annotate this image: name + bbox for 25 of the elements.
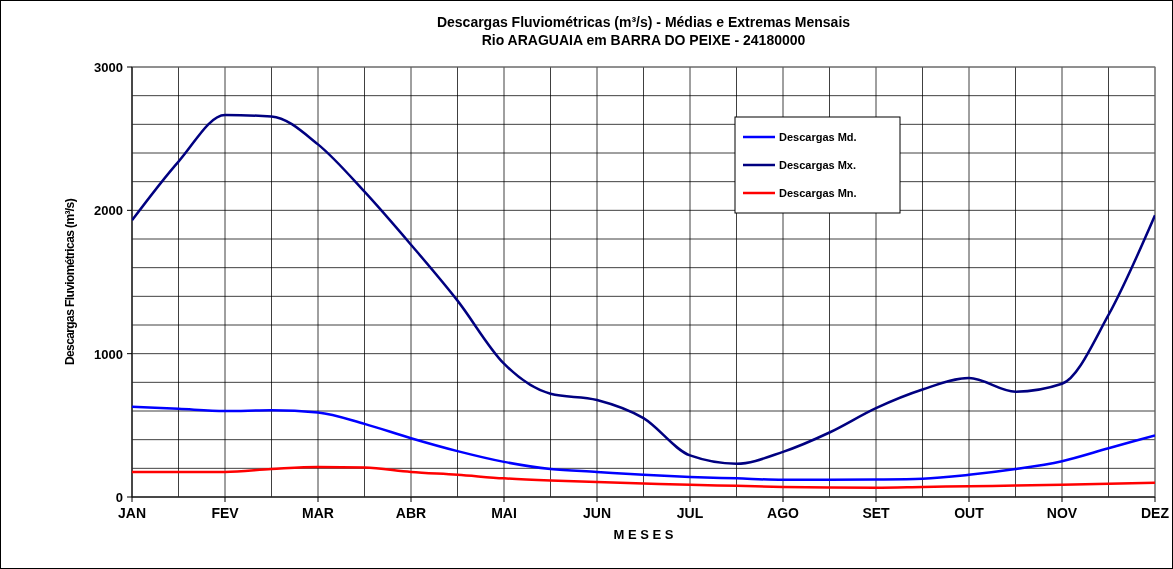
legend-label: Descargas Mn. bbox=[779, 187, 857, 199]
x-tick-label: JUN bbox=[582, 505, 612, 521]
x-tick-label: NOV bbox=[1046, 505, 1078, 521]
chart-title: Descargas Fluviométricas (m³/s) - Médias e Extremas Mensais bbox=[436, 14, 851, 30]
x-axis-title: M E S E S bbox=[613, 527, 674, 542]
x-tick-label: JAN bbox=[117, 505, 147, 521]
x-tick-label: MAI bbox=[491, 505, 517, 521]
x-tick-label: ABR bbox=[395, 505, 427, 521]
chart-subtitle: Rio ARAGUAIA em BARRA DO PEIXE - 24180000 bbox=[481, 32, 806, 48]
x-tick-label: OUT bbox=[954, 505, 985, 521]
x-tick-label: FEV bbox=[211, 505, 240, 521]
line-series bbox=[132, 465, 1155, 489]
y-tick-label: 0 bbox=[115, 490, 123, 505]
line-series bbox=[132, 405, 1155, 482]
x-tick-label: AGO bbox=[767, 505, 800, 521]
y-tick-label: 2000 bbox=[94, 203, 123, 219]
y-tick-label: 3000 bbox=[94, 60, 123, 75]
x-tick-label: MAR bbox=[302, 505, 334, 521]
x-tick-label: DEZ bbox=[1141, 505, 1170, 521]
x-tick-label: JUL bbox=[676, 505, 704, 521]
legend-label: Descargas Mx. bbox=[779, 159, 857, 171]
legend-label: Descargas Md. bbox=[779, 131, 857, 143]
y-axis-title: Descargas Fluviométricas (m³/s) bbox=[63, 198, 77, 366]
x-tick-label: SET bbox=[862, 505, 891, 521]
y-tick-label: 1000 bbox=[94, 346, 123, 362]
